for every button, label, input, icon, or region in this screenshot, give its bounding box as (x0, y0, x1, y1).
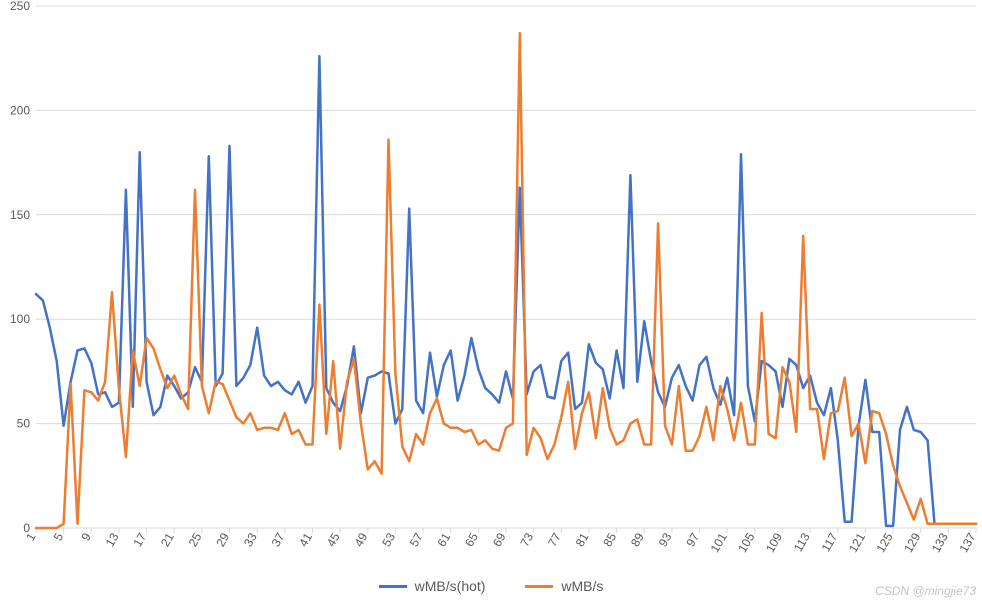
svg-text:101: 101 (708, 530, 730, 555)
svg-text:109: 109 (763, 530, 785, 555)
svg-text:13: 13 (103, 530, 122, 549)
svg-text:89: 89 (628, 530, 647, 549)
svg-text:121: 121 (846, 530, 868, 555)
line-chart: 0501001502002501591317212529333741454953… (0, 0, 982, 602)
svg-text:33: 33 (241, 530, 260, 549)
svg-text:125: 125 (874, 530, 896, 555)
legend-swatch-wmbs (525, 585, 553, 588)
svg-text:61: 61 (434, 530, 453, 549)
svg-text:37: 37 (269, 530, 288, 549)
svg-text:69: 69 (490, 530, 509, 549)
legend-label-hot: wMB/s(hot) (415, 578, 486, 594)
svg-text:57: 57 (407, 530, 426, 549)
svg-text:117: 117 (819, 530, 841, 554)
svg-text:21: 21 (158, 530, 177, 549)
svg-text:97: 97 (683, 530, 702, 549)
svg-text:133: 133 (929, 530, 951, 555)
svg-text:137: 137 (956, 530, 978, 555)
svg-text:113: 113 (791, 530, 813, 554)
svg-text:77: 77 (545, 530, 564, 549)
legend-label-wmbs: wMB/s (561, 578, 603, 594)
svg-text:65: 65 (462, 530, 481, 549)
svg-text:73: 73 (517, 530, 536, 549)
svg-text:17: 17 (130, 530, 149, 549)
svg-text:200: 200 (10, 103, 30, 117)
svg-text:53: 53 (379, 530, 398, 549)
svg-text:100: 100 (10, 312, 30, 326)
legend: wMB/s(hot) wMB/s (0, 575, 982, 595)
svg-text:49: 49 (352, 530, 371, 549)
svg-text:29: 29 (213, 530, 232, 549)
svg-text:41: 41 (296, 530, 315, 549)
legend-item-wmbs: wMB/s (525, 578, 603, 594)
svg-text:105: 105 (735, 530, 757, 555)
svg-text:150: 150 (10, 208, 30, 222)
chart-canvas: 0501001502002501591317212529333741454953… (0, 0, 982, 566)
svg-text:50: 50 (17, 417, 31, 431)
svg-text:129: 129 (901, 530, 923, 555)
legend-item-hot: wMB/s(hot) (379, 578, 486, 594)
svg-text:85: 85 (600, 530, 619, 549)
legend-swatch-hot (379, 585, 407, 588)
svg-text:93: 93 (656, 530, 675, 549)
svg-text:81: 81 (573, 530, 592, 549)
svg-text:25: 25 (186, 530, 205, 549)
svg-text:250: 250 (10, 0, 30, 13)
watermark: CSDN @mingjie73 (875, 584, 976, 598)
svg-text:45: 45 (324, 530, 343, 549)
